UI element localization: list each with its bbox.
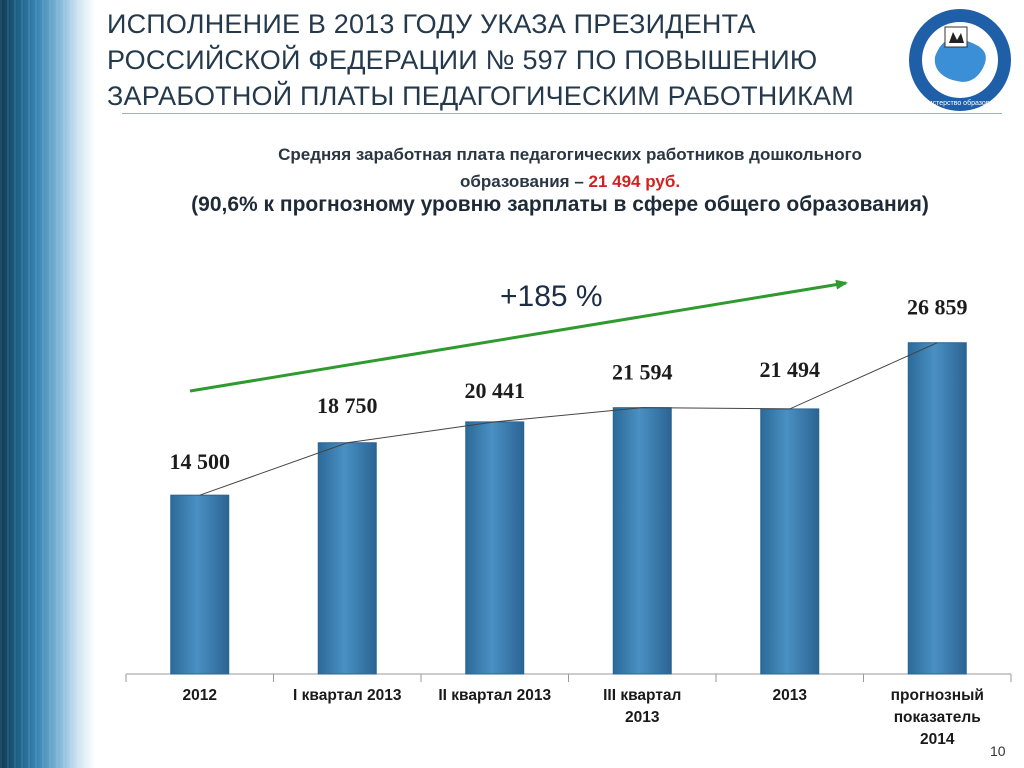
category-label: III квартал 2013: [567, 685, 717, 729]
trend-connector: [199, 342, 938, 496]
category-label: прогнозный показатель 2014: [862, 685, 1012, 751]
side-decoration-strip: [0, 0, 95, 768]
subtitle-salary-value: 21 494 руб.: [588, 172, 681, 191]
category-label: 2013: [715, 685, 865, 707]
value-label: 26 859: [907, 295, 968, 320]
value-label: 21 494: [760, 357, 821, 382]
growth-arrow: [189, 279, 848, 393]
value-label: 21 594: [612, 360, 673, 385]
growth-annotation: +185 %: [500, 280, 603, 313]
category-label-line: III квартал: [603, 687, 682, 704]
chart-subtitle: Средняя заработная плата педагогических …: [120, 141, 1020, 195]
slide-title: ИСПОЛНЕНИЕ В 2013 ГОДУ УКАЗА ПРЕЗИДЕНТА …: [107, 9, 854, 111]
bar-4: [612, 407, 672, 675]
subtitle-line-2-prefix: образования –: [459, 172, 589, 191]
plot-area: 14 500 18 750 20 441 21 594 21 494 26 859: [125, 279, 1012, 682]
value-label: 20 441: [465, 378, 526, 403]
category-label-line: II квартал 2013: [438, 687, 552, 704]
category-label-line: 2013: [772, 687, 807, 704]
category-label: II квартал 2013: [420, 685, 570, 707]
category-label-line: 2013: [625, 709, 660, 726]
title-divider: [122, 113, 1002, 114]
bar-3: [465, 421, 525, 675]
ministry-logo: Министерство образования: [907, 7, 1013, 113]
chart-subtitle-percentage: (90,6% к прогнозному уровню зарплаты в с…: [191, 193, 929, 216]
page-number: 10: [990, 743, 1006, 759]
bar-2: [317, 442, 377, 675]
bar-5: [760, 408, 820, 675]
category-label-line: I квартал 2013: [293, 687, 402, 704]
category-label-line: показатель: [893, 709, 981, 726]
bar-6: [907, 342, 967, 675]
subtitle-line-2: образования – 21 494 руб.: [120, 168, 1020, 195]
category-label-line: прогнозный: [890, 687, 984, 704]
value-label: 14 500: [170, 449, 231, 474]
value-label: 18 750: [317, 393, 378, 418]
category-label: I квартал 2013: [272, 685, 422, 707]
bar-1: [170, 494, 230, 675]
category-label-line: 2014: [920, 731, 955, 748]
subtitle-line-1: Средняя заработная плата педагогических …: [278, 145, 862, 164]
logo-lettering: Министерство образования: [915, 99, 1005, 107]
side-decoration-lines: [0, 0, 95, 768]
category-label: 2012: [125, 685, 275, 707]
category-label-line: 2012: [182, 687, 217, 704]
